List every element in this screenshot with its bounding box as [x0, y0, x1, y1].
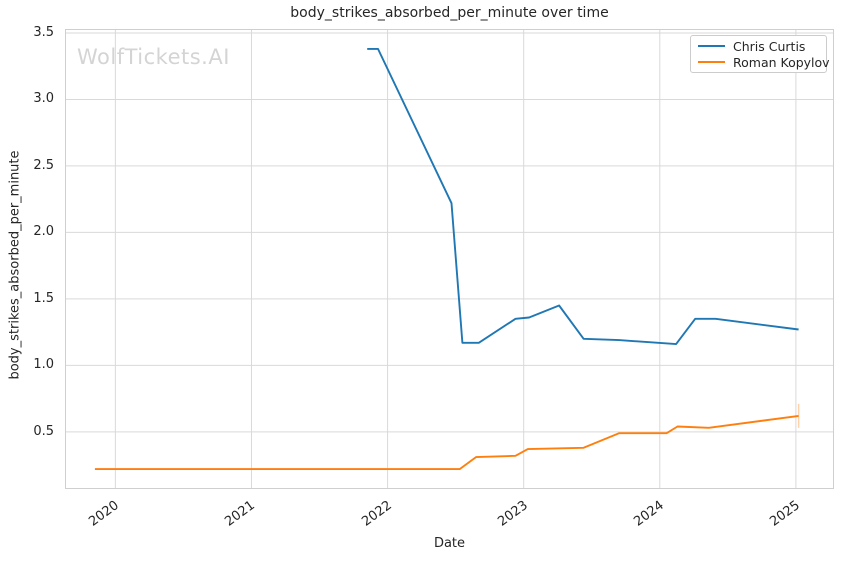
y-axis-label: body_strikes_absorbed_per_minute [7, 150, 23, 380]
series-line-roman-kopylov [94, 414, 799, 471]
y-tick-label: 2.5 [33, 157, 54, 173]
series-line-chris-curtis [367, 47, 799, 346]
y-tick-label: 3.0 [33, 91, 54, 107]
legend-item: Roman Kopylov [698, 54, 830, 70]
legend-line-swatch [698, 45, 725, 47]
plot-border [65, 29, 834, 489]
plot-area [65, 29, 834, 489]
legend: Chris Curtis Roman Kopylov [690, 35, 830, 73]
y-tick-label: 1.0 [33, 357, 54, 373]
watermark: WolfTickets.AI [77, 45, 230, 69]
x-axis-label: Date [433, 536, 466, 551]
chart-title: body_strikes_absorbed_per_minute over ti… [290, 5, 609, 21]
legend-item: Chris Curtis [698, 38, 819, 54]
legend-line-swatch [698, 61, 725, 63]
y-tick-label: 1.5 [33, 290, 54, 306]
legend-label: Chris Curtis [733, 38, 806, 54]
y-tick-label: 3.5 [33, 24, 54, 40]
legend-label: Roman Kopylov [733, 54, 830, 70]
chart-svg [65, 29, 834, 489]
y-tick-label: 2.0 [33, 224, 54, 240]
y-tick-label: 0.5 [33, 423, 54, 439]
